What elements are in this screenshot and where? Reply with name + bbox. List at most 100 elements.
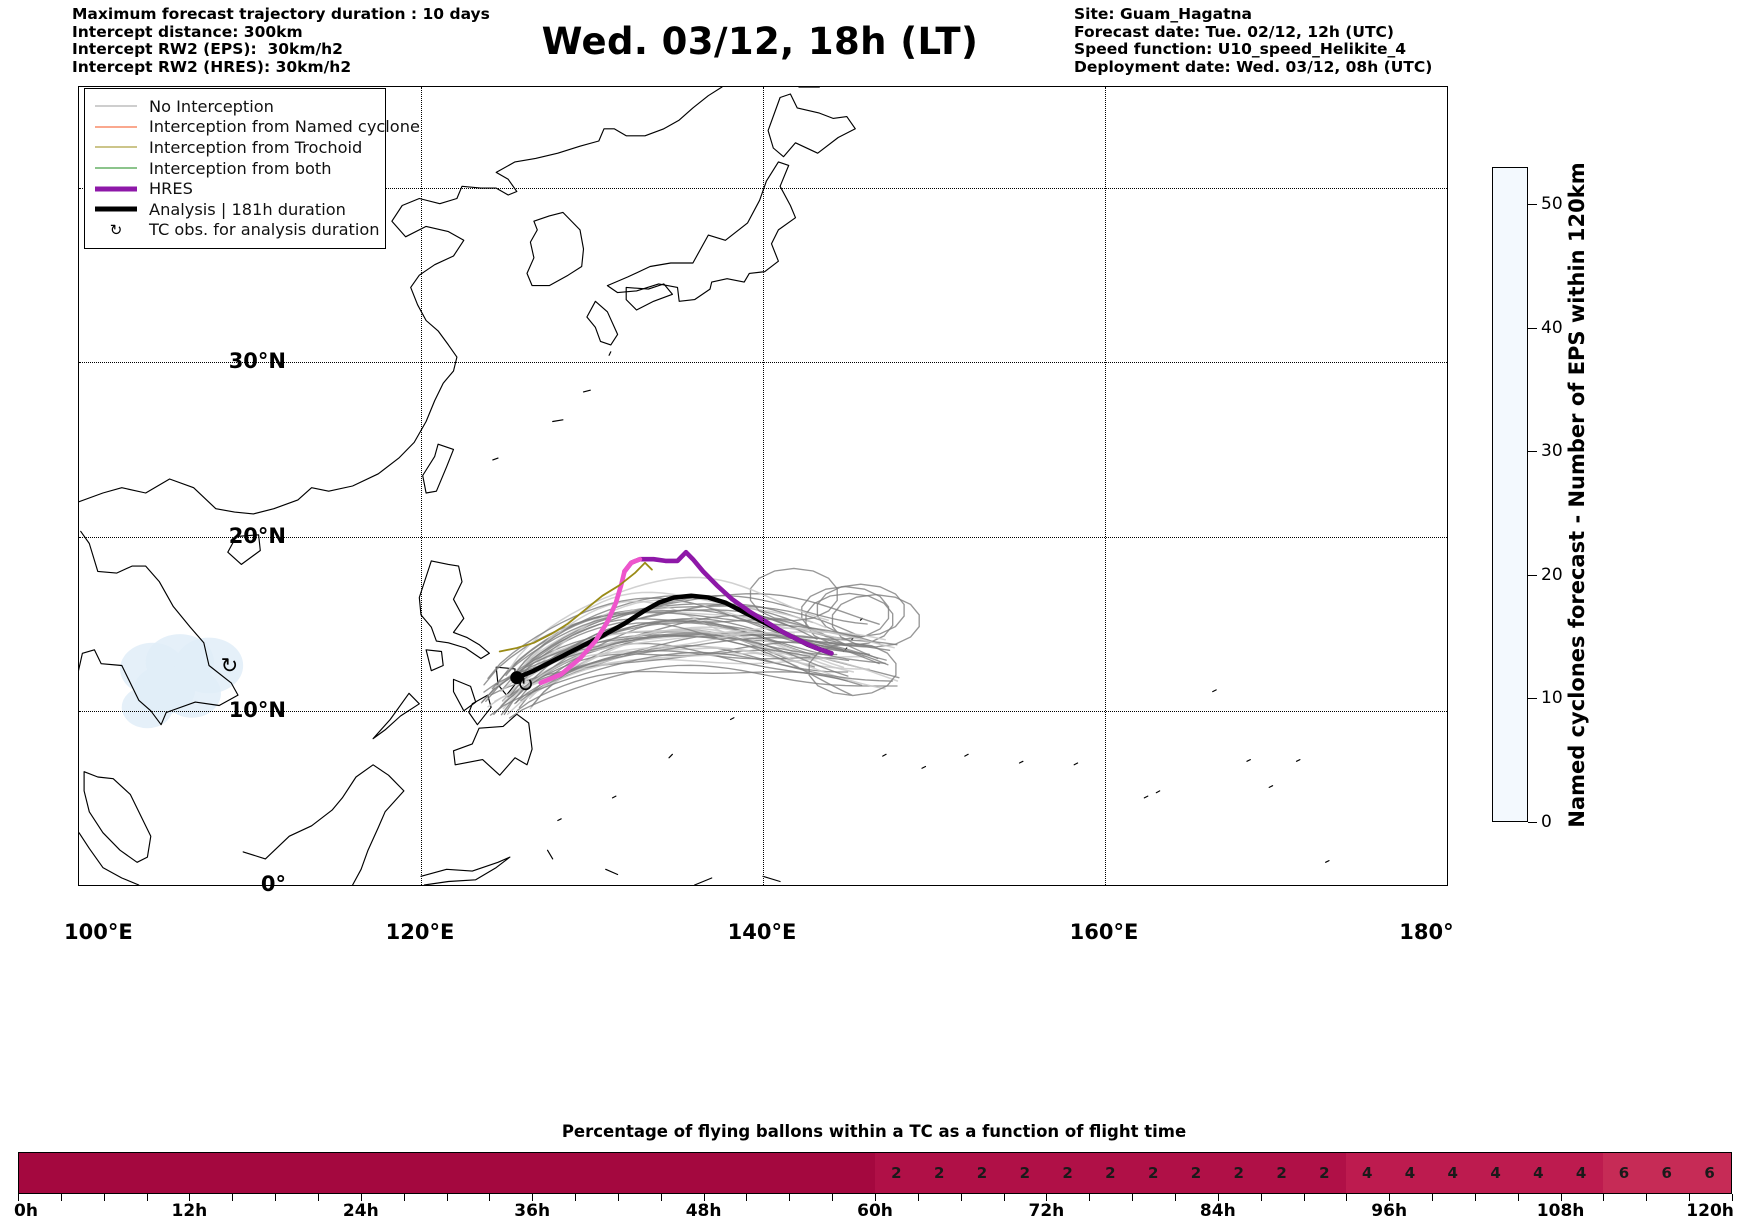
lon-tick-label-180: 180°	[1399, 920, 1454, 944]
legend-item-0[interactable]: No Interception	[93, 96, 377, 117]
colorbar-title: Named cyclones forecast - Number of EPS …	[1562, 162, 1592, 827]
coastline-18	[420, 856, 511, 885]
percentage-segment-8[interactable]: 2	[1174, 1153, 1218, 1193]
coastline-35	[1212, 689, 1217, 693]
ensemble-member-6	[510, 608, 796, 677]
time-tick-93	[1346, 1194, 1348, 1201]
time-tick-120	[1732, 1194, 1733, 1201]
lat-tick-label-20: 20°N	[228, 523, 286, 548]
page-title: Wed. 03/12, 18h (LT)	[541, 20, 979, 63]
percentage-segment-11[interactable]: 2	[1302, 1153, 1346, 1193]
percentage-segment-12[interactable]: 4	[1345, 1153, 1389, 1193]
coastline-9	[227, 534, 261, 565]
coastline-0	[79, 530, 239, 726]
percentage-segment-5[interactable]: 2	[1046, 1153, 1089, 1193]
legend-item-1[interactable]: Interception from Named cyclone	[93, 117, 420, 138]
percentage-bar-title: Percentage of flying ballons within a TC…	[561, 1122, 1187, 1141]
coastline-45	[605, 868, 619, 876]
map-canvas: ↻ ↻	[79, 87, 1447, 885]
coastline-1	[79, 87, 723, 515]
ensemble-member-39	[502, 629, 886, 710]
percentage-segment-6[interactable]: 2	[1088, 1153, 1132, 1193]
coastline-44	[557, 818, 562, 822]
colorbar	[1492, 167, 1528, 822]
coastline-43	[546, 849, 554, 860]
ensemble-member-44	[491, 611, 881, 690]
time-axis-label-84h: 84h	[1199, 1201, 1236, 1221]
colorbar-tick-label-50: 50	[1541, 194, 1563, 215]
time-axis-label-12h: 12h	[171, 1201, 208, 1221]
ensemble-trajectories-layer	[480, 567, 920, 719]
ensemble-member-33	[494, 630, 886, 689]
legend-swatch-line	[93, 99, 139, 113]
percentage-segment-14[interactable]: 4	[1431, 1153, 1475, 1193]
time-axis-label-120h: 120h	[1686, 1201, 1734, 1221]
map-legend[interactable]: No Interception Interception from Named c…	[84, 88, 420, 250]
coastline-6	[767, 93, 856, 158]
time-tick-108	[1560, 1194, 1562, 1201]
time-tick-12	[189, 1194, 191, 1201]
percentage-segment-19[interactable]: 6	[1645, 1153, 1689, 1193]
ensemble-member-34	[514, 637, 887, 705]
coastline-28	[964, 753, 969, 757]
legend-item-3[interactable]: Interception from both	[93, 158, 377, 179]
time-tick-81	[1174, 1194, 1176, 1201]
time-tick-66	[960, 1194, 962, 1201]
header-left-parameters: Maximum forecast trajectory duration : 1…	[72, 5, 490, 76]
eps-density-patch-4	[162, 668, 221, 718]
time-tick-99	[1432, 1194, 1434, 1201]
percentage-segment-0[interactable]	[19, 1153, 875, 1193]
time-axis-label-60h: 60h	[857, 1201, 893, 1221]
gridline-lon-120	[421, 87, 422, 885]
colorbar-tick-0	[1528, 822, 1537, 823]
time-tick-0	[18, 1194, 19, 1201]
legend-item-6[interactable]: ↻ TC obs. for analysis duration	[93, 220, 380, 241]
coastline-37	[1018, 760, 1024, 764]
coastline-layer	[79, 87, 1330, 885]
time-tick-15	[232, 1194, 234, 1201]
percentage-segment-2[interactable]: 2	[917, 1153, 961, 1193]
legend-swatch-line	[93, 140, 139, 154]
legend-item-label: Analysis | 181h duration	[149, 199, 346, 219]
coastline-8	[422, 443, 455, 494]
time-tick-33	[489, 1194, 491, 1201]
percentage-segment-7[interactable]: 2	[1131, 1153, 1175, 1193]
time-axis-label-72h: 72h	[1028, 1201, 1065, 1221]
legend-item-4[interactable]: HRES	[93, 178, 377, 199]
time-tick-51	[746, 1194, 748, 1201]
percentage-segment-3[interactable]: 2	[960, 1153, 1004, 1193]
percentage-segment-17[interactable]: 4	[1559, 1153, 1603, 1193]
percentage-segment-16[interactable]: 4	[1516, 1153, 1560, 1193]
coastline-23	[608, 351, 612, 356]
trajectory-interception-from-trochoid	[498, 561, 653, 653]
time-tick-87	[1260, 1194, 1262, 1201]
ensemble-member-37	[516, 670, 863, 711]
time-tick-42	[617, 1194, 619, 1201]
percentage-segment-18[interactable]: 6	[1602, 1153, 1646, 1193]
percentage-segment-20[interactable]: 6	[1688, 1153, 1731, 1193]
percentage-segment-9[interactable]: 2	[1217, 1153, 1261, 1193]
coastline-16	[372, 692, 420, 740]
trajectory-hres-pink-segment	[538, 556, 643, 686]
time-tick-78	[1132, 1194, 1134, 1201]
percentage-segment-4[interactable]: 2	[1003, 1153, 1047, 1193]
legend-item-label: Interception from both	[149, 158, 332, 178]
time-tick-30	[446, 1194, 448, 1201]
percentage-segment-1[interactable]: 2	[875, 1153, 918, 1193]
legend-item-2[interactable]: Interception from Trochoid	[93, 137, 377, 158]
percentage-segment-13[interactable]: 4	[1388, 1153, 1432, 1193]
percentage-segment-10[interactable]: 2	[1260, 1153, 1303, 1193]
legend-swatch-line	[93, 182, 139, 196]
legend-item-5[interactable]: Analysis | 181h duration	[93, 199, 377, 220]
time-axis-label-0h: 0h	[14, 1201, 38, 1221]
coastline-36	[1143, 795, 1149, 799]
time-tick-60	[875, 1194, 876, 1201]
colorbar-tick-label-10: 10	[1541, 688, 1563, 709]
time-axis-label-108h: 108h	[1536, 1201, 1585, 1221]
trajectory-hres	[622, 549, 834, 656]
percentage-segment-15[interactable]: 4	[1474, 1153, 1517, 1193]
colorbar-tick-30	[1528, 451, 1537, 453]
coastline-13	[452, 678, 477, 712]
coastline-15	[452, 713, 533, 776]
